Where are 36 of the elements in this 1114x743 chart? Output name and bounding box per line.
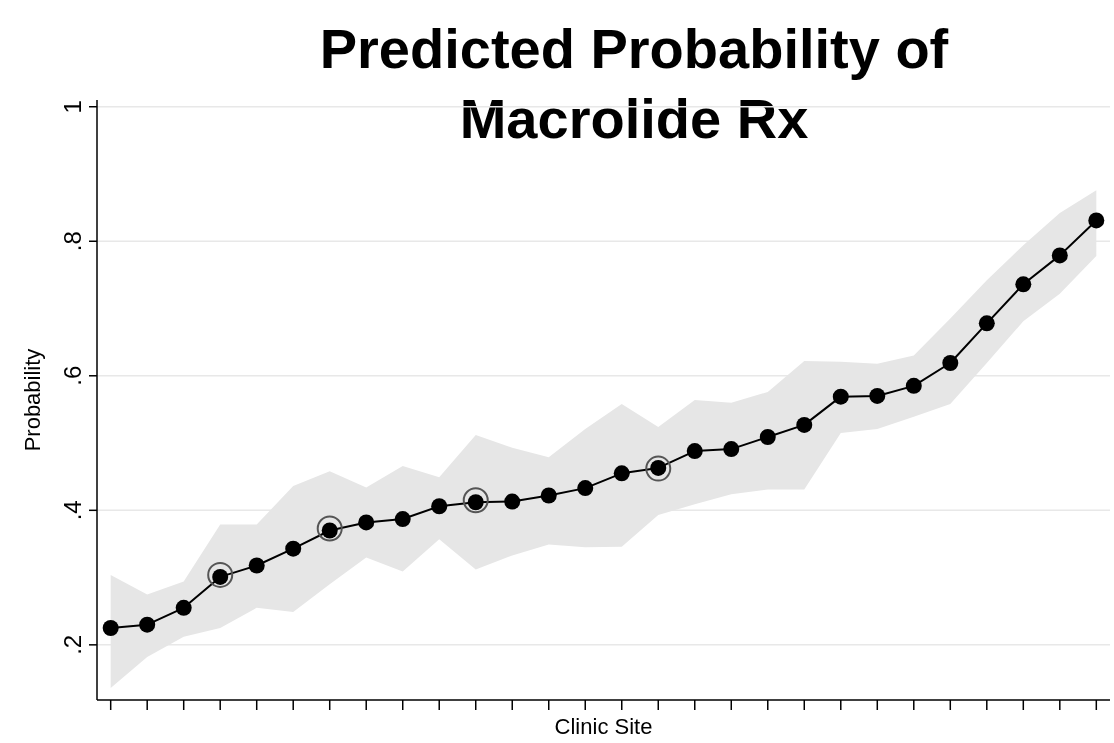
point <box>175 599 192 616</box>
point <box>394 511 411 528</box>
point <box>905 377 922 394</box>
point <box>832 388 849 405</box>
point <box>358 514 375 531</box>
y-tick-label: .6 <box>59 365 86 386</box>
y-tick-label: 1 <box>59 100 86 114</box>
point <box>942 355 959 371</box>
point <box>686 443 703 460</box>
point <box>1015 276 1032 293</box>
point <box>207 561 234 588</box>
point <box>796 416 813 433</box>
chart-title: Predicted Probability of Macrolide Rx <box>319 17 949 150</box>
point <box>504 493 521 510</box>
point <box>139 616 156 633</box>
point <box>613 465 630 482</box>
point <box>462 487 489 514</box>
point <box>978 315 995 332</box>
y-tick-label: .8 <box>59 231 86 252</box>
point <box>285 540 302 557</box>
point <box>1088 212 1105 229</box>
point <box>577 480 594 497</box>
point <box>645 455 672 482</box>
x-axis-title: Clinic Site <box>554 714 653 739</box>
point <box>540 487 557 504</box>
y-axis-title: Probability <box>20 348 45 452</box>
point <box>723 441 740 458</box>
point <box>759 429 776 445</box>
point <box>316 515 343 542</box>
point <box>431 498 448 515</box>
point <box>248 557 265 574</box>
point <box>869 387 886 404</box>
point <box>102 620 119 637</box>
y-tick-label: .2 <box>59 634 86 655</box>
y-tick-label: .4 <box>59 500 86 521</box>
point <box>1051 247 1068 264</box>
